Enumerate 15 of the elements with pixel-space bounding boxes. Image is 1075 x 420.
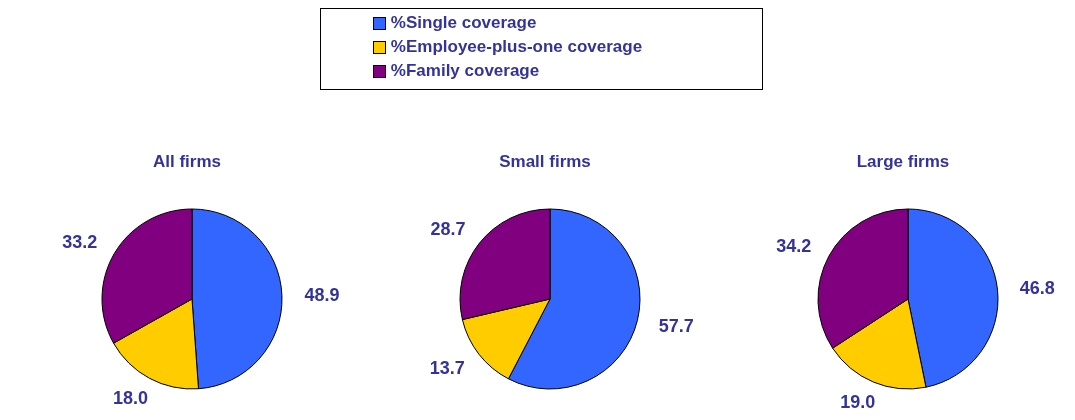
- data-label: 34.2: [776, 235, 812, 256]
- data-label: 13.7: [429, 357, 465, 378]
- data-label: 28.7: [430, 219, 466, 240]
- chart-title: Large firms: [855, 152, 951, 173]
- data-label: 57.7: [658, 315, 694, 336]
- data-label: 19.0: [840, 392, 876, 413]
- data-label: 18.0: [112, 387, 149, 408]
- text: All firms: [152, 152, 222, 173]
- legend-label: %Employee-plus-one coverage: [390, 37, 643, 57]
- data-label: 46.8: [1019, 277, 1055, 298]
- chart-title: Small firms: [498, 152, 592, 173]
- legend-label: %Single coverage: [390, 13, 537, 33]
- legend-label: %Family coverage: [390, 61, 540, 81]
- data-label: 48.9: [304, 284, 340, 305]
- data-label: 33.2: [62, 232, 98, 253]
